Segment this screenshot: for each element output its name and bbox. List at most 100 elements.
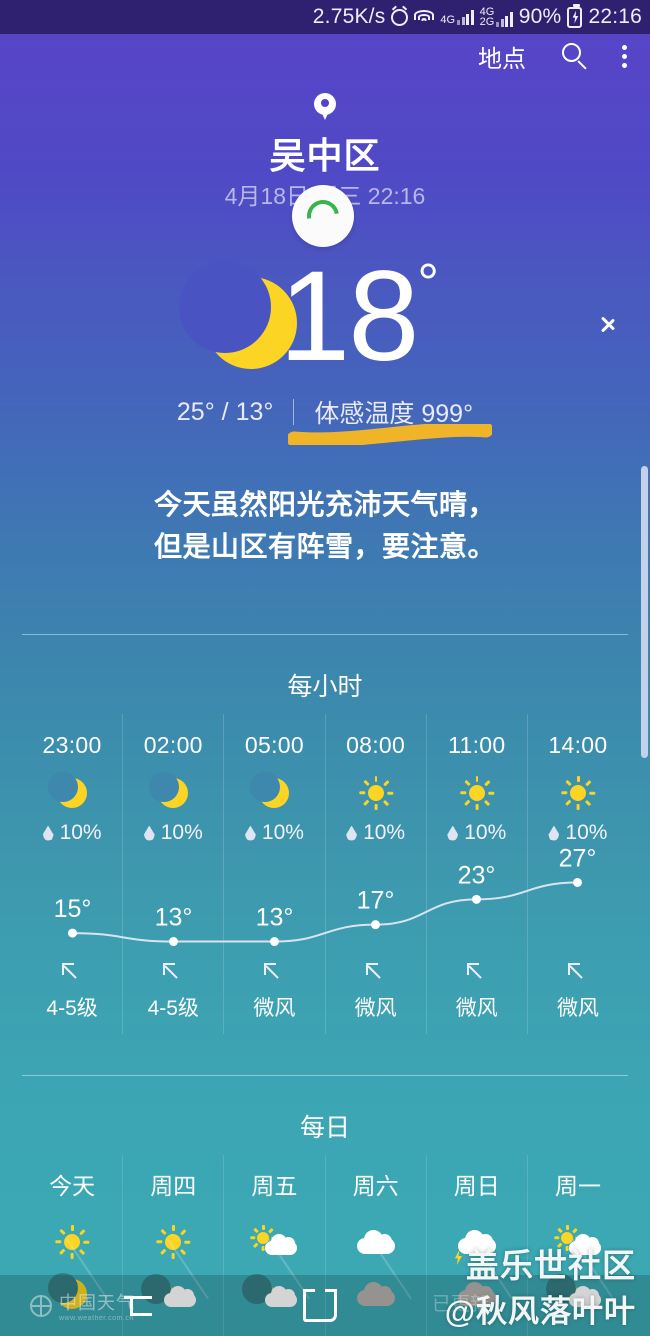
sun-icon [156, 1225, 191, 1259]
precipitation-probability: 10% [123, 821, 223, 845]
current-temperature-value: 18 [279, 245, 419, 388]
wind-level: 4-5级 [147, 997, 199, 1020]
wind-level: 微风 [354, 997, 397, 1020]
feels-like-label: 体感温度 [314, 400, 415, 428]
loading-spinner [292, 185, 354, 247]
search-icon[interactable] [562, 43, 588, 70]
wind-level: 微风 [556, 997, 599, 1020]
sim2-network-label-top: 4G [479, 6, 495, 18]
cloud-icon [265, 1286, 298, 1307]
sun-icon [460, 776, 495, 810]
more-vertical-icon[interactable] [622, 44, 628, 68]
wind-level: 4-5级 [46, 997, 98, 1020]
arrow-northeast-icon [365, 962, 387, 984]
battery-charging-icon [567, 4, 583, 28]
city-name: 吴中区 [269, 135, 381, 176]
wind-level: 微风 [253, 997, 296, 1020]
moon-icon [250, 772, 290, 808]
hourly-time: 05:00 [244, 732, 304, 758]
cn-weather-logo-url: www.weather.com.cn [59, 1315, 134, 1322]
daily-forecast-item[interactable]: 周日 [425, 1155, 527, 1336]
sim2-network-label-bottom: 2G [479, 16, 495, 28]
daily-forecast-item[interactable]: 周一 [526, 1155, 628, 1336]
hourly-time: 23:00 [42, 732, 102, 758]
precipitation-value: 10% [59, 821, 102, 844]
sun-cloud-icon [250, 1225, 298, 1258]
annotation-highlight [288, 424, 492, 445]
status-clock: 22:16 [588, 5, 642, 28]
divider-daily [22, 1075, 628, 1076]
navbar-backdrop [0, 1275, 650, 1336]
current-temperature: 18° [0, 252, 650, 382]
hourly-forecast-item[interactable]: 05:00 10% 微风 [223, 714, 324, 1034]
hourly-forecast-list[interactable]: 23:00 10% 4-5级 02:00 10% 4-5级 05:00 10% 微风 08:00 1… [22, 714, 628, 1034]
divider-hourly [22, 634, 628, 635]
moon-icon [545, 1274, 577, 1304]
watermark-line1: 盖乐世社区 [466, 1247, 636, 1284]
hourly-forecast-item[interactable]: 23:00 10% 4-5级 [22, 714, 122, 1034]
daily-day-label: 周日 [453, 1173, 500, 1199]
water-drop-icon [548, 825, 560, 841]
precipitation-probability: 10% [224, 821, 324, 845]
daily-forecast-item[interactable]: 周六 [324, 1155, 426, 1336]
sun-icon [561, 776, 596, 810]
arrow-northeast-icon [466, 962, 488, 984]
sun-icon [55, 1225, 90, 1259]
scrollbar[interactable] [641, 466, 648, 758]
daily-day-label: 周四 [150, 1173, 197, 1199]
moon-cloud-icon [141, 1274, 197, 1310]
daily-day-label: 周一 [554, 1173, 601, 1199]
chevron-right-icon[interactable] [600, 308, 620, 338]
moon-cloud-icon [545, 1274, 601, 1310]
signal-icon-sim2: 4G 2G [479, 6, 513, 28]
wifi-icon [414, 9, 435, 25]
hourly-forecast-item[interactable]: 08:00 10% 微风 [324, 714, 426, 1034]
weather-description: 今天虽然阳光充沛天气晴， 但是山区有阵雪，要注意。 [0, 484, 650, 568]
daily-forecast-item[interactable]: 周四 [122, 1155, 223, 1336]
moon-icon [48, 772, 88, 808]
moon-icon [149, 772, 189, 808]
precipitation-value: 10% [160, 821, 203, 844]
globe-icon [30, 1294, 52, 1317]
weather-description-line: 但是山区有阵雪，要注意。 [153, 531, 496, 562]
network-speed: 2.75K/s [312, 5, 386, 28]
alarm-icon [391, 8, 409, 26]
cloud-icon [568, 1234, 601, 1255]
hourly-forecast-item[interactable]: 11:00 10% 微风 [425, 714, 527, 1034]
precipitation-value: 10% [464, 821, 507, 844]
back-icon[interactable] [303, 1289, 337, 1322]
cloud-icon [164, 1286, 197, 1307]
battery-percent: 90% [518, 5, 562, 28]
daily-day-label: 周五 [251, 1173, 298, 1199]
arrow-northeast-icon [162, 962, 184, 984]
daily-forecast-item[interactable]: 周五 [223, 1155, 324, 1336]
hourly-forecast-item[interactable]: 02:00 10% 4-5级 [122, 714, 223, 1034]
moon-cloud-icon [242, 1274, 298, 1310]
hourly-time: 14:00 [548, 732, 608, 758]
location-button[interactable]: 地点 [478, 45, 526, 73]
daily-day-label: 周六 [352, 1173, 399, 1199]
cn-weather-logo: 中国天气 www.weather.com.cn [30, 1289, 135, 1322]
watermark: 盖乐世社区 @秋风落叶叶 [445, 1243, 636, 1335]
hourly-forecast-item[interactable]: 14:00 10% 微风 [526, 714, 628, 1034]
daily-forecast-item[interactable]: 今天 [22, 1155, 122, 1336]
precipitation-probability: 10% [22, 821, 122, 845]
water-drop-icon [42, 825, 54, 841]
cloud-icon [568, 1286, 601, 1307]
hourly-section-title: 每小时 [287, 673, 363, 701]
cloud-icon [356, 1230, 395, 1254]
hourly-time: 11:00 [448, 732, 506, 758]
water-drop-icon [244, 825, 256, 841]
recents-icon[interactable] [124, 1293, 158, 1319]
daily-day-label: 今天 [49, 1173, 96, 1199]
high-low-temps: 25° / 13° [177, 398, 293, 427]
watermark-line2: @秋风落叶叶 [444, 1294, 636, 1329]
location-pin-icon [314, 93, 336, 121]
precipitation-value: 10% [261, 821, 304, 844]
low-temp: 13° [235, 397, 274, 426]
updated-label: 已更新 [432, 1294, 490, 1315]
weather-description-line: 今天虽然阳光充沛天气晴， [153, 489, 496, 520]
daily-section-title: 每日 [299, 1114, 350, 1142]
daily-forecast-list[interactable]: 今天 周四 周五 周六 周日 周一 [22, 1155, 628, 1336]
